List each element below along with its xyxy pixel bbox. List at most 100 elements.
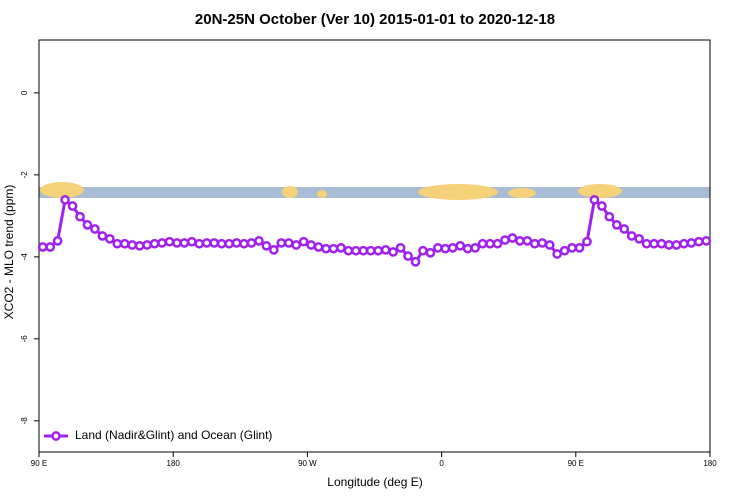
- map-land: [40, 182, 84, 198]
- data-point: [447, 242, 458, 253]
- data-point: [112, 238, 123, 249]
- data-point: [656, 238, 667, 249]
- data-point: [537, 238, 548, 248]
- data-point: [515, 236, 525, 246]
- data-point: [142, 240, 152, 250]
- data-point: [462, 243, 473, 254]
- data-point: [529, 238, 540, 249]
- x-tick-label: 180: [167, 459, 181, 468]
- data-point: [500, 235, 510, 245]
- data-point: [626, 231, 637, 241]
- data-point: [552, 249, 563, 259]
- map-land: [508, 188, 536, 198]
- data-point: [649, 238, 659, 249]
- data-point: [611, 220, 622, 230]
- data-point: [395, 242, 406, 253]
- data-point: [634, 233, 645, 244]
- data-point: [410, 256, 421, 267]
- chart-title: 20N-25N October (Ver 10) 2015-01-01 to 2…: [195, 11, 555, 28]
- data-point: [119, 238, 130, 249]
- data-point: [127, 240, 138, 250]
- y-tick-label: -8: [20, 417, 29, 425]
- data-point: [45, 242, 56, 252]
- data-point: [269, 245, 279, 255]
- data-point: [358, 245, 369, 256]
- data-point: [328, 243, 339, 254]
- data-point: [485, 238, 495, 249]
- data-point: [597, 201, 607, 211]
- data-point: [604, 211, 615, 222]
- data-point: [380, 245, 391, 255]
- data-point: [149, 238, 160, 249]
- data-point: [82, 220, 93, 230]
- data-point: [559, 245, 570, 256]
- data-point: [283, 238, 294, 248]
- data-point: [276, 238, 287, 248]
- data-point: [567, 242, 577, 253]
- data-point: [254, 236, 264, 246]
- data-point: [365, 245, 376, 256]
- data-point: [574, 242, 585, 253]
- data-point: [582, 236, 592, 247]
- data-point: [589, 195, 600, 205]
- data-point: [97, 231, 108, 241]
- data-point: [477, 238, 488, 249]
- data-point: [693, 236, 704, 247]
- x-tick-label: 0: [439, 459, 444, 468]
- data-point: [172, 238, 182, 248]
- data-point: [470, 242, 480, 253]
- data-point: [321, 243, 331, 254]
- data-point: [164, 236, 175, 247]
- data-point: [194, 238, 205, 249]
- data-point: [60, 195, 70, 205]
- x-tick-label: 90 W: [298, 459, 317, 468]
- data-point: [641, 238, 652, 249]
- data-point: [216, 238, 227, 249]
- x-tick-label: 180: [703, 459, 717, 468]
- data-point: [37, 242, 48, 252]
- data-point: [544, 240, 555, 250]
- data-point: [67, 201, 78, 211]
- data-point: [619, 224, 630, 234]
- data-point: [104, 233, 115, 244]
- y-axis-label: XCO2 - MLO trend (ppm): [2, 185, 16, 320]
- data-point: [134, 240, 145, 251]
- map-land: [317, 190, 327, 198]
- data-point: [306, 240, 316, 250]
- data-point: [507, 233, 518, 243]
- data-point: [388, 247, 398, 257]
- y-tick-label: -4: [20, 253, 29, 261]
- data-point: [186, 236, 197, 247]
- data-point: [224, 238, 234, 249]
- data-point: [373, 245, 384, 256]
- data-point: [52, 236, 63, 246]
- data-point: [418, 245, 428, 256]
- map-strip: [39, 182, 710, 200]
- y-tick-label: 0: [20, 90, 29, 95]
- data-point: [157, 238, 167, 248]
- legend-marker: [51, 431, 61, 441]
- data-point: [209, 238, 220, 248]
- data-point: [679, 238, 689, 249]
- data-point: [313, 242, 324, 252]
- x-tick-label: 90 E: [568, 459, 584, 468]
- map-land: [282, 186, 298, 198]
- data-point: [686, 238, 697, 248]
- x-axis-label: Longitude (deg E): [327, 475, 422, 489]
- data-point: [291, 240, 302, 250]
- map-land: [418, 184, 498, 200]
- data-point: [90, 224, 100, 234]
- data-point: [336, 242, 346, 253]
- data-point: [522, 236, 533, 246]
- y-tick-label: -2: [20, 171, 29, 179]
- x-tick-label: 90 E: [31, 459, 47, 468]
- data-point: [179, 238, 190, 248]
- data-point: [403, 251, 413, 261]
- data-point: [351, 245, 361, 256]
- data-point: [664, 240, 674, 250]
- data-point: [425, 247, 436, 258]
- data-point: [201, 238, 212, 248]
- y-tick-label: -6: [20, 335, 29, 343]
- data-point: [75, 211, 85, 222]
